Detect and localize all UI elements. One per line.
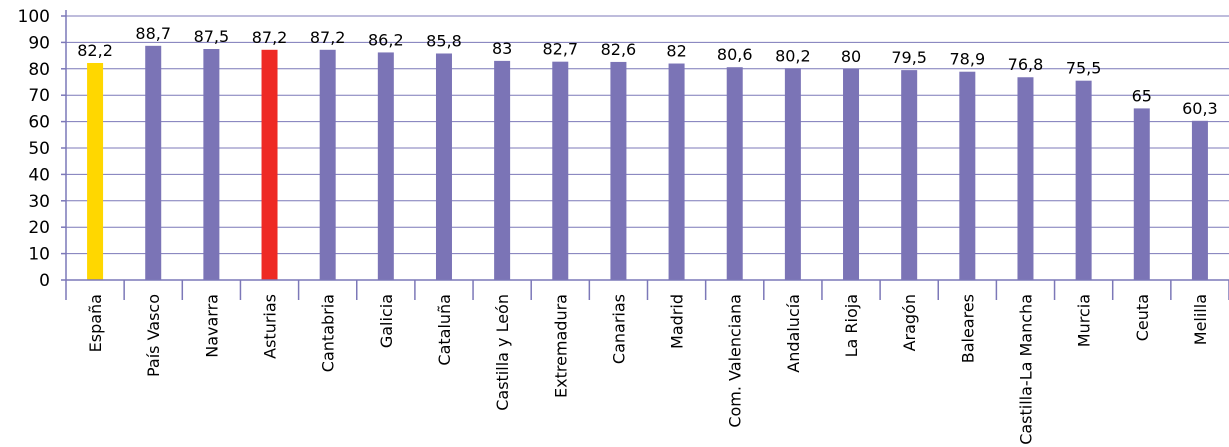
bar [959,71,976,280]
category-label: Extremadura [551,294,570,398]
y-tick-label: 30 [28,192,50,212]
bar [901,70,918,281]
category-label: Aragón [900,294,919,351]
bar [1133,108,1150,281]
data-label: 60,3 [1182,99,1218,118]
category-label: Canarias [609,294,628,364]
category-label: Navarra [202,294,221,358]
bar [843,68,860,280]
category-label: Com. Valenciana [726,294,745,428]
category-labels: España País Vasco Navarra Asturias Cantabria… [86,294,1210,445]
data-label: 82 [666,42,686,61]
category-label: País Vasco [144,294,163,377]
y-axis-ticks: 0 10 20 30 40 50 60 70 80 90 100 [18,7,66,291]
bar [494,60,511,280]
y-tick-label: 60 [28,113,50,133]
y-tick-label: 0 [39,271,50,291]
category-label: Baleares [958,294,977,363]
data-label: 88,7 [135,24,171,43]
data-label: 79,5 [891,48,927,67]
bar [87,62,104,280]
bar [319,49,336,281]
bar [784,68,801,280]
data-label: 78,9 [950,50,986,69]
data-label: 80 [841,47,861,66]
data-label: 82,6 [601,40,637,59]
category-label: Murcia [1075,294,1094,347]
data-label: 75,5 [1066,59,1102,78]
data-label: 87,2 [310,28,346,47]
bar [1017,77,1034,280]
category-label: Madrid [668,294,687,349]
bar [435,53,452,280]
data-labels: 82,2 88,7 87,5 87,2 87,2 86,2 85,8 83 82,7 82,6 82… [77,24,1217,118]
y-tick-label: 50 [28,139,50,159]
category-label: Galicia [377,294,396,348]
category-label: Ceuta [1133,294,1152,341]
bar [552,61,569,281]
bar [203,49,220,280]
data-label: 80,2 [775,46,811,65]
data-label: 82,7 [542,40,578,59]
category-label: Cataluña [435,294,454,366]
bar [726,67,743,280]
category-label: Castilla y León [493,294,512,411]
data-label: 87,5 [194,27,230,46]
data-label: 85,8 [426,31,462,50]
y-tick-label: 90 [28,33,50,53]
bar [668,63,685,280]
grid-lines [66,15,1229,255]
data-label: 87,2 [252,28,288,47]
y-tick-label: 80 [28,60,50,80]
y-tick-label: 10 [28,245,50,265]
data-label: 86,2 [368,30,404,49]
y-tick-label: 20 [28,218,50,238]
y-tick-label: 70 [28,86,50,106]
data-label: 82,2 [77,41,113,60]
data-label: 65 [1132,86,1152,105]
category-label: Asturias [261,294,280,359]
bar [145,45,162,280]
y-tick-label: 40 [28,165,50,185]
bar [1075,80,1092,281]
category-label: Andalucía [784,294,803,373]
bar [1191,120,1208,280]
bar [377,52,394,280]
category-label: Castilla-La Mancha [1016,294,1035,445]
category-label: Melilla [1191,294,1210,345]
category-label: España [86,294,105,352]
y-tick-label: 100 [18,7,50,27]
bar [261,49,278,281]
category-label: Cantabria [319,294,338,372]
data-label: 76,8 [1008,55,1044,74]
category-label: La Rioja [842,294,861,357]
data-label: 80,6 [717,45,753,64]
bar [610,61,627,280]
data-label: 83 [492,39,512,58]
bars [87,45,1208,281]
axes [65,10,1229,300]
